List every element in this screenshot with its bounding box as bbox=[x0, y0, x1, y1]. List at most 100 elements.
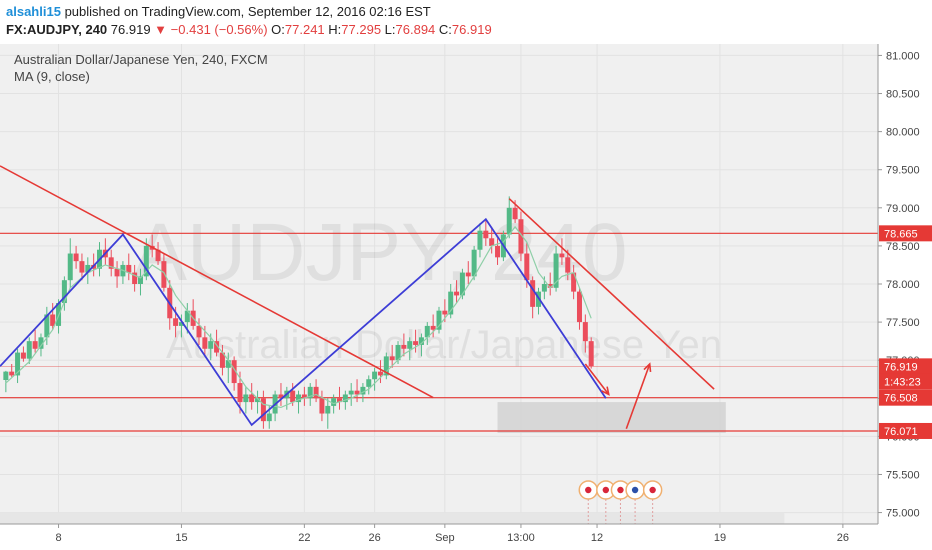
price-labels: 78.665 76.919 1:43:23 76.508 76.071 bbox=[879, 225, 932, 439]
price-label-bg bbox=[879, 358, 932, 375]
close-label: C: bbox=[438, 22, 452, 37]
event-icons bbox=[578, 480, 663, 524]
arrow-head bbox=[601, 386, 610, 396]
down-arrow-icon: ▼ bbox=[154, 22, 168, 37]
price-chart[interactable]: AUDJPY, 240 Australian Dollar/Japanese Y… bbox=[0, 44, 932, 550]
flag-dot-icon bbox=[585, 486, 592, 494]
candle-body bbox=[225, 360, 231, 368]
quote-line: FX:AUDJPY, 240 76.919 ▼ −0.431 (−0.56%) … bbox=[6, 22, 492, 37]
flag-dot-icon bbox=[631, 486, 639, 494]
candle-body bbox=[518, 219, 524, 254]
price-axis[interactable] bbox=[878, 44, 932, 550]
lower-shaded-band bbox=[0, 512, 785, 524]
price-label-bg bbox=[879, 373, 932, 390]
candle-body bbox=[512, 207, 518, 220]
candle-body bbox=[483, 230, 489, 239]
publish-header: alsahli15 published on TradingView.com, … bbox=[0, 0, 932, 44]
blue-zigzag bbox=[0, 217, 607, 427]
candle-body bbox=[477, 230, 483, 250]
candle-body bbox=[530, 280, 536, 307]
candle-body bbox=[79, 261, 85, 273]
candle-body bbox=[67, 253, 73, 281]
published-line: alsahli15 published on TradingView.com, … bbox=[6, 4, 431, 19]
close-value: 76.919 bbox=[451, 22, 492, 37]
candle-body bbox=[576, 291, 582, 323]
candle-body bbox=[588, 341, 594, 367]
time-tick-label: 26 bbox=[368, 532, 380, 544]
candle-body bbox=[20, 352, 26, 359]
price-label: 78.665 bbox=[884, 228, 918, 240]
candle-body bbox=[32, 341, 38, 349]
candle-body bbox=[407, 341, 413, 349]
open-value: 77.241 bbox=[284, 22, 325, 37]
time-tick-label: Sep bbox=[435, 532, 455, 544]
high-label: H: bbox=[328, 22, 342, 37]
price-tick-label: 78.500 bbox=[886, 241, 920, 253]
candle-body bbox=[301, 394, 307, 399]
time-axis[interactable] bbox=[0, 524, 878, 550]
symbol-label: FX:AUDJPY, 240 bbox=[6, 22, 108, 37]
candle-body bbox=[278, 394, 284, 399]
candle-body bbox=[114, 268, 120, 277]
candle-body bbox=[108, 257, 114, 269]
candle-body bbox=[184, 310, 190, 323]
price-tick-label: 77.500 bbox=[886, 317, 920, 329]
candle-body bbox=[331, 398, 337, 406]
price-tick-label: 75.500 bbox=[886, 469, 920, 481]
price-label-bg bbox=[879, 225, 932, 242]
time-tick-label: 13:00 bbox=[507, 532, 535, 544]
candle-body bbox=[360, 386, 366, 395]
price-change: −0.431 (−0.56%) bbox=[170, 22, 268, 37]
candle-body bbox=[38, 337, 44, 349]
candle-body bbox=[506, 207, 512, 235]
grid-lines bbox=[0, 44, 878, 524]
candle-body bbox=[85, 264, 91, 273]
candle-body bbox=[243, 394, 249, 403]
candle-body bbox=[249, 394, 255, 403]
candle-body bbox=[219, 352, 225, 368]
price-tick-label: 78.000 bbox=[886, 279, 920, 291]
legend-title: Australian Dollar/Japanese Yen, 240, FXC… bbox=[14, 52, 268, 67]
price-label: 1:43:23 bbox=[884, 377, 921, 389]
candle-body bbox=[459, 272, 465, 296]
arrow-head bbox=[643, 362, 652, 373]
candle-body bbox=[15, 352, 21, 376]
candle-body bbox=[50, 314, 56, 326]
flag-dot-icon bbox=[649, 486, 656, 494]
candle-body bbox=[553, 253, 559, 288]
red-trendline bbox=[0, 165, 434, 399]
price-label: 76.919 bbox=[884, 361, 918, 373]
price-tick-label: 80.000 bbox=[886, 127, 920, 139]
price-tick-label: 81.000 bbox=[886, 50, 920, 62]
candle-body bbox=[424, 325, 430, 338]
candle-body bbox=[260, 398, 266, 422]
candle-body bbox=[565, 257, 571, 273]
author-link[interactable]: alsahli15 bbox=[6, 4, 61, 19]
high-value: 77.295 bbox=[341, 22, 382, 37]
candle-body bbox=[161, 261, 167, 288]
candle-body bbox=[547, 284, 553, 288]
candle-body bbox=[61, 280, 67, 304]
time-tick-label: 19 bbox=[714, 532, 726, 544]
red-trendline bbox=[508, 198, 715, 390]
candle-body bbox=[442, 310, 448, 315]
candlesticks bbox=[3, 196, 594, 429]
candle-body bbox=[413, 341, 419, 345]
candle-body bbox=[255, 398, 261, 403]
ma-line bbox=[5, 225, 592, 409]
candle-body bbox=[202, 337, 208, 349]
watermark-symbol: AUDJPY, 240 bbox=[132, 207, 627, 298]
candle-body bbox=[3, 371, 9, 380]
target-zone bbox=[497, 402, 726, 433]
candle-body bbox=[354, 390, 360, 395]
time-tick-label: 22 bbox=[298, 532, 310, 544]
price-label-bg bbox=[879, 389, 932, 406]
candle-body bbox=[208, 341, 214, 349]
legend-ma: MA (9, close) bbox=[14, 69, 90, 84]
candle-body bbox=[132, 272, 138, 284]
drawings bbox=[0, 165, 715, 430]
candle-body bbox=[290, 390, 296, 403]
candle-body bbox=[582, 322, 588, 342]
candle-body bbox=[495, 245, 501, 258]
candle-body bbox=[155, 249, 161, 262]
